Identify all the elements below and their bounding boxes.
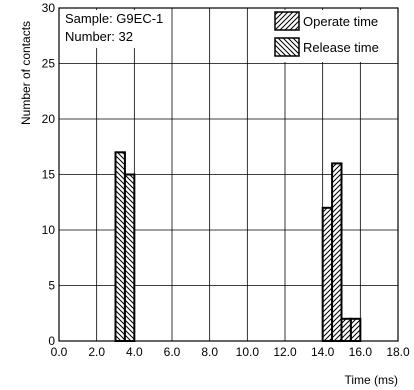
- tick-labels: 0.0 2.0 4.0 6.0 8.0 10.0 12.0 14.0 16.0 18.0 0 5 10 1…: [42, 1, 410, 359]
- legend: Operate time Release time: [271, 10, 396, 62]
- annotation-number: Number: 32: [65, 29, 133, 44]
- x-tick-label: 14.0: [311, 345, 335, 359]
- legend-label-release: Release time: [303, 40, 379, 55]
- x-tick-label: 10.0: [236, 345, 260, 359]
- x-tick-label: 18.0: [386, 345, 410, 359]
- y-tick-label: 30: [42, 1, 56, 15]
- operate-time-bar: [321, 206, 334, 342]
- x-tick-label: 8.0: [201, 345, 218, 359]
- x-tick-label: 16.0: [349, 345, 373, 359]
- x-axis-label: Time (ms): [344, 373, 398, 387]
- operate-time-bar: [340, 317, 352, 342]
- x-tick-label: 12.0: [273, 345, 297, 359]
- x-tick-label: 6.0: [164, 345, 181, 359]
- x-tick-label: 2.0: [88, 345, 105, 359]
- bars-layer: [114, 151, 362, 342]
- operate-time-bar: [331, 162, 343, 342]
- annotation-box: [62, 10, 152, 48]
- y-axis-label: Number of contacts: [19, 21, 33, 125]
- x-tick-label: 0.0: [51, 345, 68, 359]
- y-tick-label: 25: [42, 57, 56, 71]
- legend-swatch-operate: [274, 11, 300, 31]
- plot-frame: [58, 7, 399, 342]
- legend-swatch-release: [274, 37, 300, 57]
- release-time-bar: [123, 173, 136, 342]
- y-tick-label: 5: [48, 279, 55, 293]
- legend-label-operate: Operate time: [303, 14, 378, 29]
- operate-time-bar: [349, 317, 362, 342]
- y-tick-label: 20: [42, 112, 56, 126]
- annotation-sample: Sample: G9EC-1: [65, 11, 163, 26]
- release-time-bar: [114, 151, 126, 342]
- y-tick-label: 15: [42, 168, 56, 182]
- x-tick-label: 4.0: [126, 345, 143, 359]
- y-tick-label: 10: [42, 223, 56, 237]
- y-tick-label: 0: [48, 334, 55, 348]
